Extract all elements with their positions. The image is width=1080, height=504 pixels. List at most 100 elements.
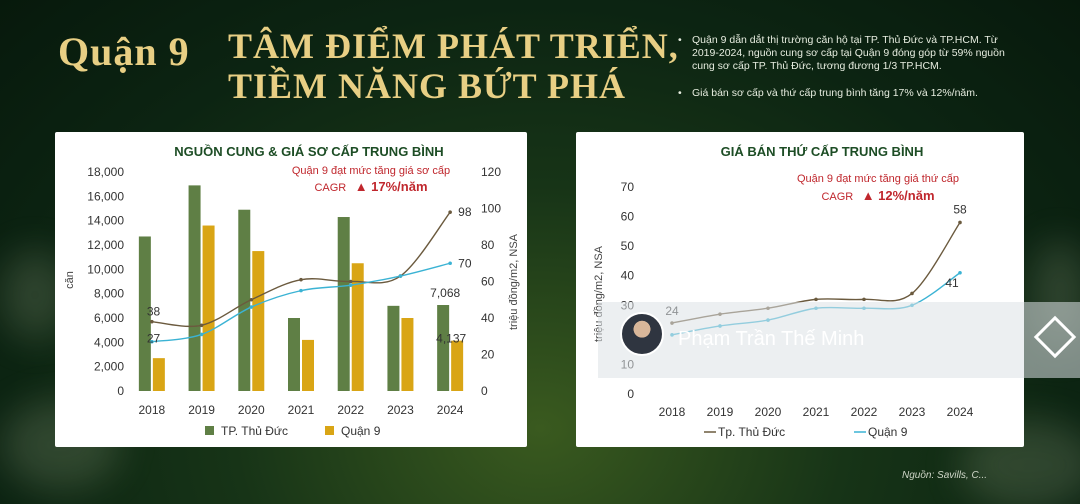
avatar bbox=[620, 312, 664, 356]
y-tick-label: 14,000 bbox=[87, 214, 124, 228]
point-thu-duc-price bbox=[910, 291, 914, 296]
chart-title: NGUỒN CUNG & GIÁ SƠ CẤP TRUNG BÌNH bbox=[174, 144, 443, 159]
point-thu-duc-price bbox=[299, 277, 303, 282]
y2-tick-label: 20 bbox=[481, 348, 495, 362]
chart-annotation: Quận 9 đạt mức tăng giá sơ cấp bbox=[292, 165, 450, 177]
y-tick-label: 2,000 bbox=[94, 360, 124, 374]
logo-icon bbox=[1033, 315, 1077, 359]
primary-supply-chart-panel: NGUỒN CUNG & GIÁ SƠ CẤP TRUNG BÌNH Quận … bbox=[55, 132, 527, 447]
bar-quan-9 bbox=[202, 225, 215, 391]
headline-line-2: TIỀM NĂNG BỨT PHÁ bbox=[228, 66, 627, 106]
page-header: Quận 9 TÂM ĐIỂM PHÁT TRIỂN, TIỀM NĂNG BỨ… bbox=[0, 0, 1080, 125]
point-quan-9-price bbox=[958, 270, 962, 275]
note-item: Quận 9 dẫn dắt thị trường căn hộ tại TP.… bbox=[678, 34, 1022, 73]
y-tick-label: 0 bbox=[627, 387, 634, 401]
y2-tick-label: 0 bbox=[481, 384, 488, 398]
cagr-label: CAGR bbox=[821, 191, 853, 203]
point-quan-9-price bbox=[348, 283, 353, 287]
y2-axis-label: triệu đồng/m2, NSA bbox=[508, 233, 520, 330]
data-label: 70 bbox=[458, 256, 472, 270]
bar-quan-9 bbox=[351, 263, 364, 391]
bar-thu-duc bbox=[238, 209, 251, 391]
x-tick-label: 2023 bbox=[899, 405, 926, 419]
x-tick-label: 2019 bbox=[707, 405, 734, 419]
legend-label: Quận 9 bbox=[868, 425, 908, 439]
key-notes: Quận 9 dẫn dắt thị trường căn hộ tại TP.… bbox=[678, 34, 1022, 114]
point-quan-9-price bbox=[299, 288, 303, 293]
secondary-price-chart-panel: GIÁ BÁN THỨ CẤP TRUNG BÌNH Quận 9 đạt mứ… bbox=[576, 132, 1024, 447]
headline: TÂM ĐIỂM PHÁT TRIỂN, TIỀM NĂNG BỨT PHÁ bbox=[228, 26, 679, 106]
legend-label: Quận 9 bbox=[341, 424, 381, 438]
x-tick-label: 2022 bbox=[851, 405, 878, 419]
point-quan-9-price bbox=[448, 261, 452, 266]
data-label: 38 bbox=[147, 305, 161, 319]
y-tick-label: 4,000 bbox=[94, 335, 124, 349]
y-tick-label: 70 bbox=[621, 180, 635, 194]
point-thu-duc-price bbox=[958, 220, 962, 225]
x-tick-label: 2020 bbox=[755, 405, 782, 419]
chart-legend: Tp. Thủ Đức Quận 9 bbox=[704, 425, 908, 439]
district-title: Quận 9 bbox=[58, 29, 190, 74]
bar-quan-9 bbox=[451, 340, 464, 391]
x-tick-label: 2021 bbox=[803, 405, 830, 419]
point-quan-9-price bbox=[398, 274, 403, 278]
bar-thu-duc bbox=[288, 318, 300, 391]
y-tick-label: 50 bbox=[621, 239, 635, 253]
bar-quan-9 bbox=[252, 251, 265, 391]
chart-title: GIÁ BÁN THỨ CẤP TRUNG BÌNH bbox=[721, 144, 924, 159]
data-label: 27 bbox=[147, 332, 161, 346]
x-tick-label: 2020 bbox=[238, 403, 265, 417]
chart-annotation: Quận 9 đạt mức tăng giá thứ cấp bbox=[797, 173, 959, 185]
point-thu-duc-price bbox=[862, 297, 866, 302]
y2-tick-label: 60 bbox=[481, 275, 495, 289]
bar-thu-duc bbox=[337, 217, 350, 391]
x-tick-label: 2022 bbox=[337, 403, 364, 417]
legend-swatch-quan-9 bbox=[325, 426, 334, 435]
point-thu-duc-price bbox=[448, 210, 452, 214]
data-label: 41 bbox=[945, 276, 959, 290]
bar-quan-9 bbox=[302, 339, 314, 391]
point-quan-9-price bbox=[249, 305, 254, 309]
legend-swatch-thu-duc bbox=[205, 426, 214, 435]
data-label: 4,137 bbox=[436, 332, 466, 346]
headline-line-1: TÂM ĐIỂM PHÁT TRIỂN, bbox=[228, 26, 679, 66]
y-tick-label: 16,000 bbox=[87, 189, 124, 203]
point-thu-duc-price bbox=[249, 297, 254, 302]
x-tick-label: 2024 bbox=[947, 405, 974, 419]
y-tick-label: 60 bbox=[621, 210, 635, 224]
data-label: 7,068 bbox=[430, 286, 460, 300]
y-tick-label: 18,000 bbox=[87, 165, 124, 179]
chart-legend: TP. Thủ Đức Quận 9 bbox=[205, 424, 381, 438]
y-tick-label: 0 bbox=[117, 384, 124, 398]
point-thu-duc-price bbox=[814, 297, 818, 302]
cagr-value: ▲ 12%/năm bbox=[862, 188, 935, 203]
point-quan-9-price bbox=[199, 332, 204, 337]
legend-label: TP. Thủ Đức bbox=[221, 424, 288, 438]
bar-quan-9 bbox=[152, 358, 165, 391]
bar-thu-duc bbox=[188, 185, 201, 391]
y2-tick-label: 80 bbox=[481, 238, 495, 252]
secondary-price-chart: GIÁ BÁN THỨ CẤP TRUNG BÌNH Quận 9 đạt mứ… bbox=[593, 144, 974, 439]
bar-thu-duc bbox=[437, 305, 450, 391]
point-quan-9-price bbox=[150, 339, 154, 344]
x-tick-label: 2023 bbox=[387, 403, 414, 417]
data-label: 98 bbox=[458, 205, 472, 219]
y2-tick-label: 40 bbox=[481, 311, 495, 325]
y-tick-label: 8,000 bbox=[94, 287, 124, 301]
cagr-value: ▲ 17%/năm bbox=[355, 179, 428, 194]
bar-thu-duc bbox=[138, 236, 151, 391]
cagr-label: CAGR bbox=[314, 182, 346, 194]
x-tick-label: 2021 bbox=[288, 403, 315, 417]
y2-tick-label: 100 bbox=[481, 202, 501, 216]
source-note: Nguồn: Savills, C... bbox=[902, 470, 988, 481]
y-tick-label: 12,000 bbox=[87, 238, 124, 252]
y2-tick-label: 120 bbox=[481, 165, 501, 179]
primary-supply-chart: NGUỒN CUNG & GIÁ SƠ CẤP TRUNG BÌNH Quận … bbox=[64, 144, 520, 438]
chart-annotation-cagr: CAGR ▲ 12%/năm bbox=[821, 187, 934, 204]
x-tick-label: 2018 bbox=[659, 405, 686, 419]
bar-quan-9 bbox=[401, 318, 414, 391]
point-thu-duc-price bbox=[199, 323, 204, 328]
legend-label: Tp. Thủ Đức bbox=[718, 425, 785, 439]
x-tick-label: 2018 bbox=[139, 403, 166, 417]
point-thu-duc-price bbox=[150, 319, 154, 324]
